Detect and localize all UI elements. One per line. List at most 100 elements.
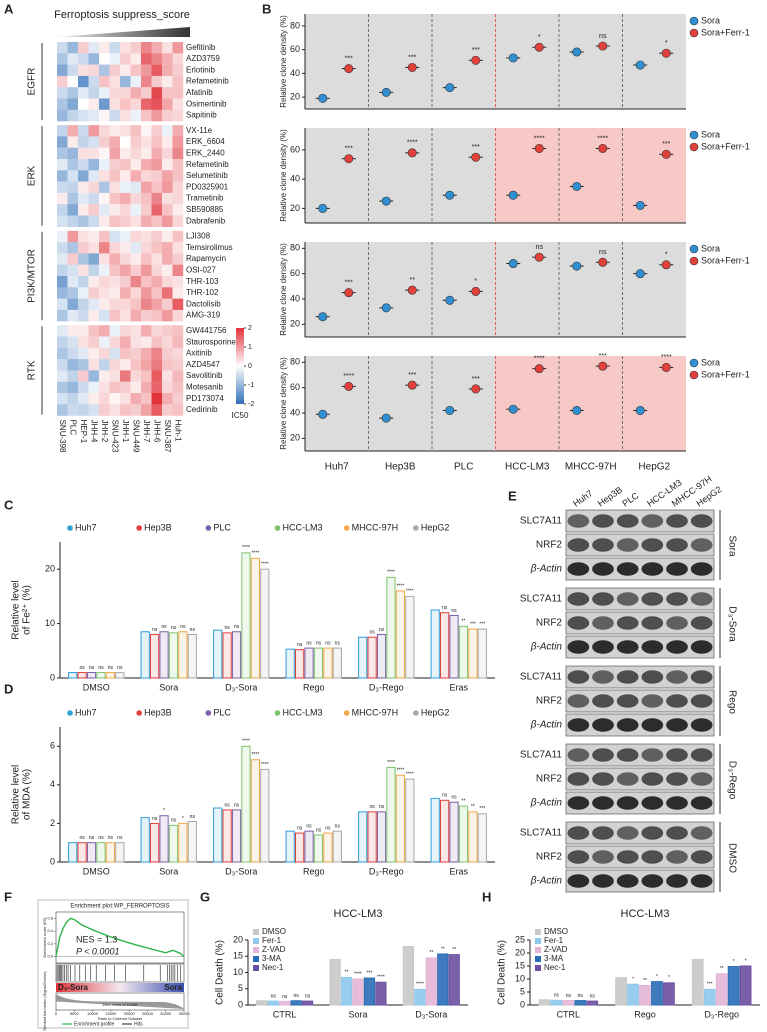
y-tick-label: 5 (520, 986, 525, 996)
heatmap-cell (120, 242, 131, 254)
column-label: Huh-1 (174, 420, 183, 442)
row-label: AMG-319 (186, 311, 221, 320)
heatmap-cell (130, 359, 142, 371)
bar (115, 672, 125, 679)
heatmap-cell (162, 325, 173, 337)
panel-label: E (508, 488, 517, 503)
heatmap-cell (141, 325, 152, 337)
heatmap-cell (67, 125, 79, 137)
significance: * (665, 40, 668, 47)
heatmap-cell (67, 147, 79, 160)
significance: ns (89, 665, 95, 671)
dot (635, 200, 645, 210)
blot-band (616, 694, 639, 708)
heatmap-cell (130, 336, 142, 348)
y-tick-label: 25 (515, 934, 525, 944)
heatmap-cell (120, 253, 131, 265)
y-tick-label: 0.2 (47, 941, 53, 946)
protein-label: β-Actin (530, 720, 563, 731)
dot (407, 380, 417, 390)
legend-label: Sora+Ferr-1 (701, 369, 750, 379)
heatmap-cell (78, 347, 89, 360)
heatmap-cell (57, 264, 68, 277)
bar (250, 759, 260, 863)
y-axis-label: of MDA (%) (22, 769, 33, 820)
heatmap-cell (130, 170, 142, 182)
heatmap-cell (162, 393, 173, 405)
legend-marker (253, 956, 259, 962)
heatmap-cell (67, 192, 79, 205)
heatmap-cell (109, 264, 121, 277)
heatmap-cell (88, 276, 100, 288)
dot (661, 260, 671, 270)
heatmap-cell (151, 147, 163, 160)
legend-marker (274, 710, 281, 716)
bar (295, 832, 305, 863)
bar (231, 809, 242, 863)
heatmap-cell (151, 359, 163, 371)
heatmap-cell (162, 242, 173, 254)
heatmap-cell (162, 136, 173, 148)
heatmap-cell (67, 98, 79, 110)
x-tick-label: D₃-Rego (704, 1009, 739, 1019)
significance: ** (410, 277, 416, 284)
dot (445, 83, 455, 93)
blot-band (666, 826, 688, 840)
dot (534, 252, 544, 262)
significance: ns (335, 823, 341, 829)
bar (386, 576, 396, 679)
heatmap-cell (88, 325, 100, 337)
heatmap-cell (172, 42, 184, 54)
legend-marker (689, 358, 699, 368)
colorbar-label: IC50 (232, 411, 249, 420)
significance: ns (152, 816, 158, 822)
heatmap-cell (151, 125, 163, 137)
dot (344, 64, 354, 74)
y-axis-label: of Fe²⁺ (%) (22, 585, 33, 635)
bar (301, 1000, 314, 1006)
heatmap-cell (57, 242, 68, 254)
protein-label: β-Actin (530, 642, 563, 653)
heatmap-cell (151, 325, 163, 337)
bar (329, 959, 341, 1006)
heatmap-cell (67, 336, 79, 348)
heatmap-cell (130, 309, 142, 322)
heatmap-cell (57, 336, 68, 348)
legend-marker (689, 142, 699, 152)
bar (376, 811, 387, 863)
significance: ns (325, 825, 331, 831)
dot (572, 47, 582, 57)
bar (402, 946, 415, 1006)
blot-band (666, 562, 688, 576)
y-tick-label: 0.6 (47, 915, 53, 920)
column-label: JHH-1 (121, 420, 130, 443)
heatmap-cell (99, 230, 110, 243)
y-tick-label: 20 (515, 947, 525, 957)
heatmap-cell (141, 136, 152, 148)
dot (344, 288, 354, 298)
heatmap-cell (141, 42, 152, 54)
row-label: AZD3759 (186, 54, 220, 63)
dot (534, 364, 544, 374)
y-tick-label: 20 (290, 203, 300, 213)
blot-band (567, 772, 590, 786)
legend-marker (205, 525, 212, 531)
heatmap-cell (151, 181, 163, 194)
heatmap-cell (109, 204, 121, 216)
dot (471, 286, 481, 296)
heatmap-cell (130, 42, 142, 54)
blot-band (616, 826, 639, 840)
blot-band (690, 694, 713, 708)
bar (279, 1000, 291, 1006)
heatmap-cell (67, 87, 79, 99)
heatmap-cell (120, 125, 131, 137)
significance: ns (566, 993, 572, 999)
blot-band (641, 748, 664, 762)
legend-marker (253, 965, 259, 971)
heatmap-cell (172, 75, 184, 88)
significance: **** (406, 589, 414, 595)
legend-marker (535, 956, 541, 962)
heatmap-cell (172, 276, 184, 288)
heatmap-cell (67, 393, 79, 405)
significance: **** (406, 771, 414, 777)
